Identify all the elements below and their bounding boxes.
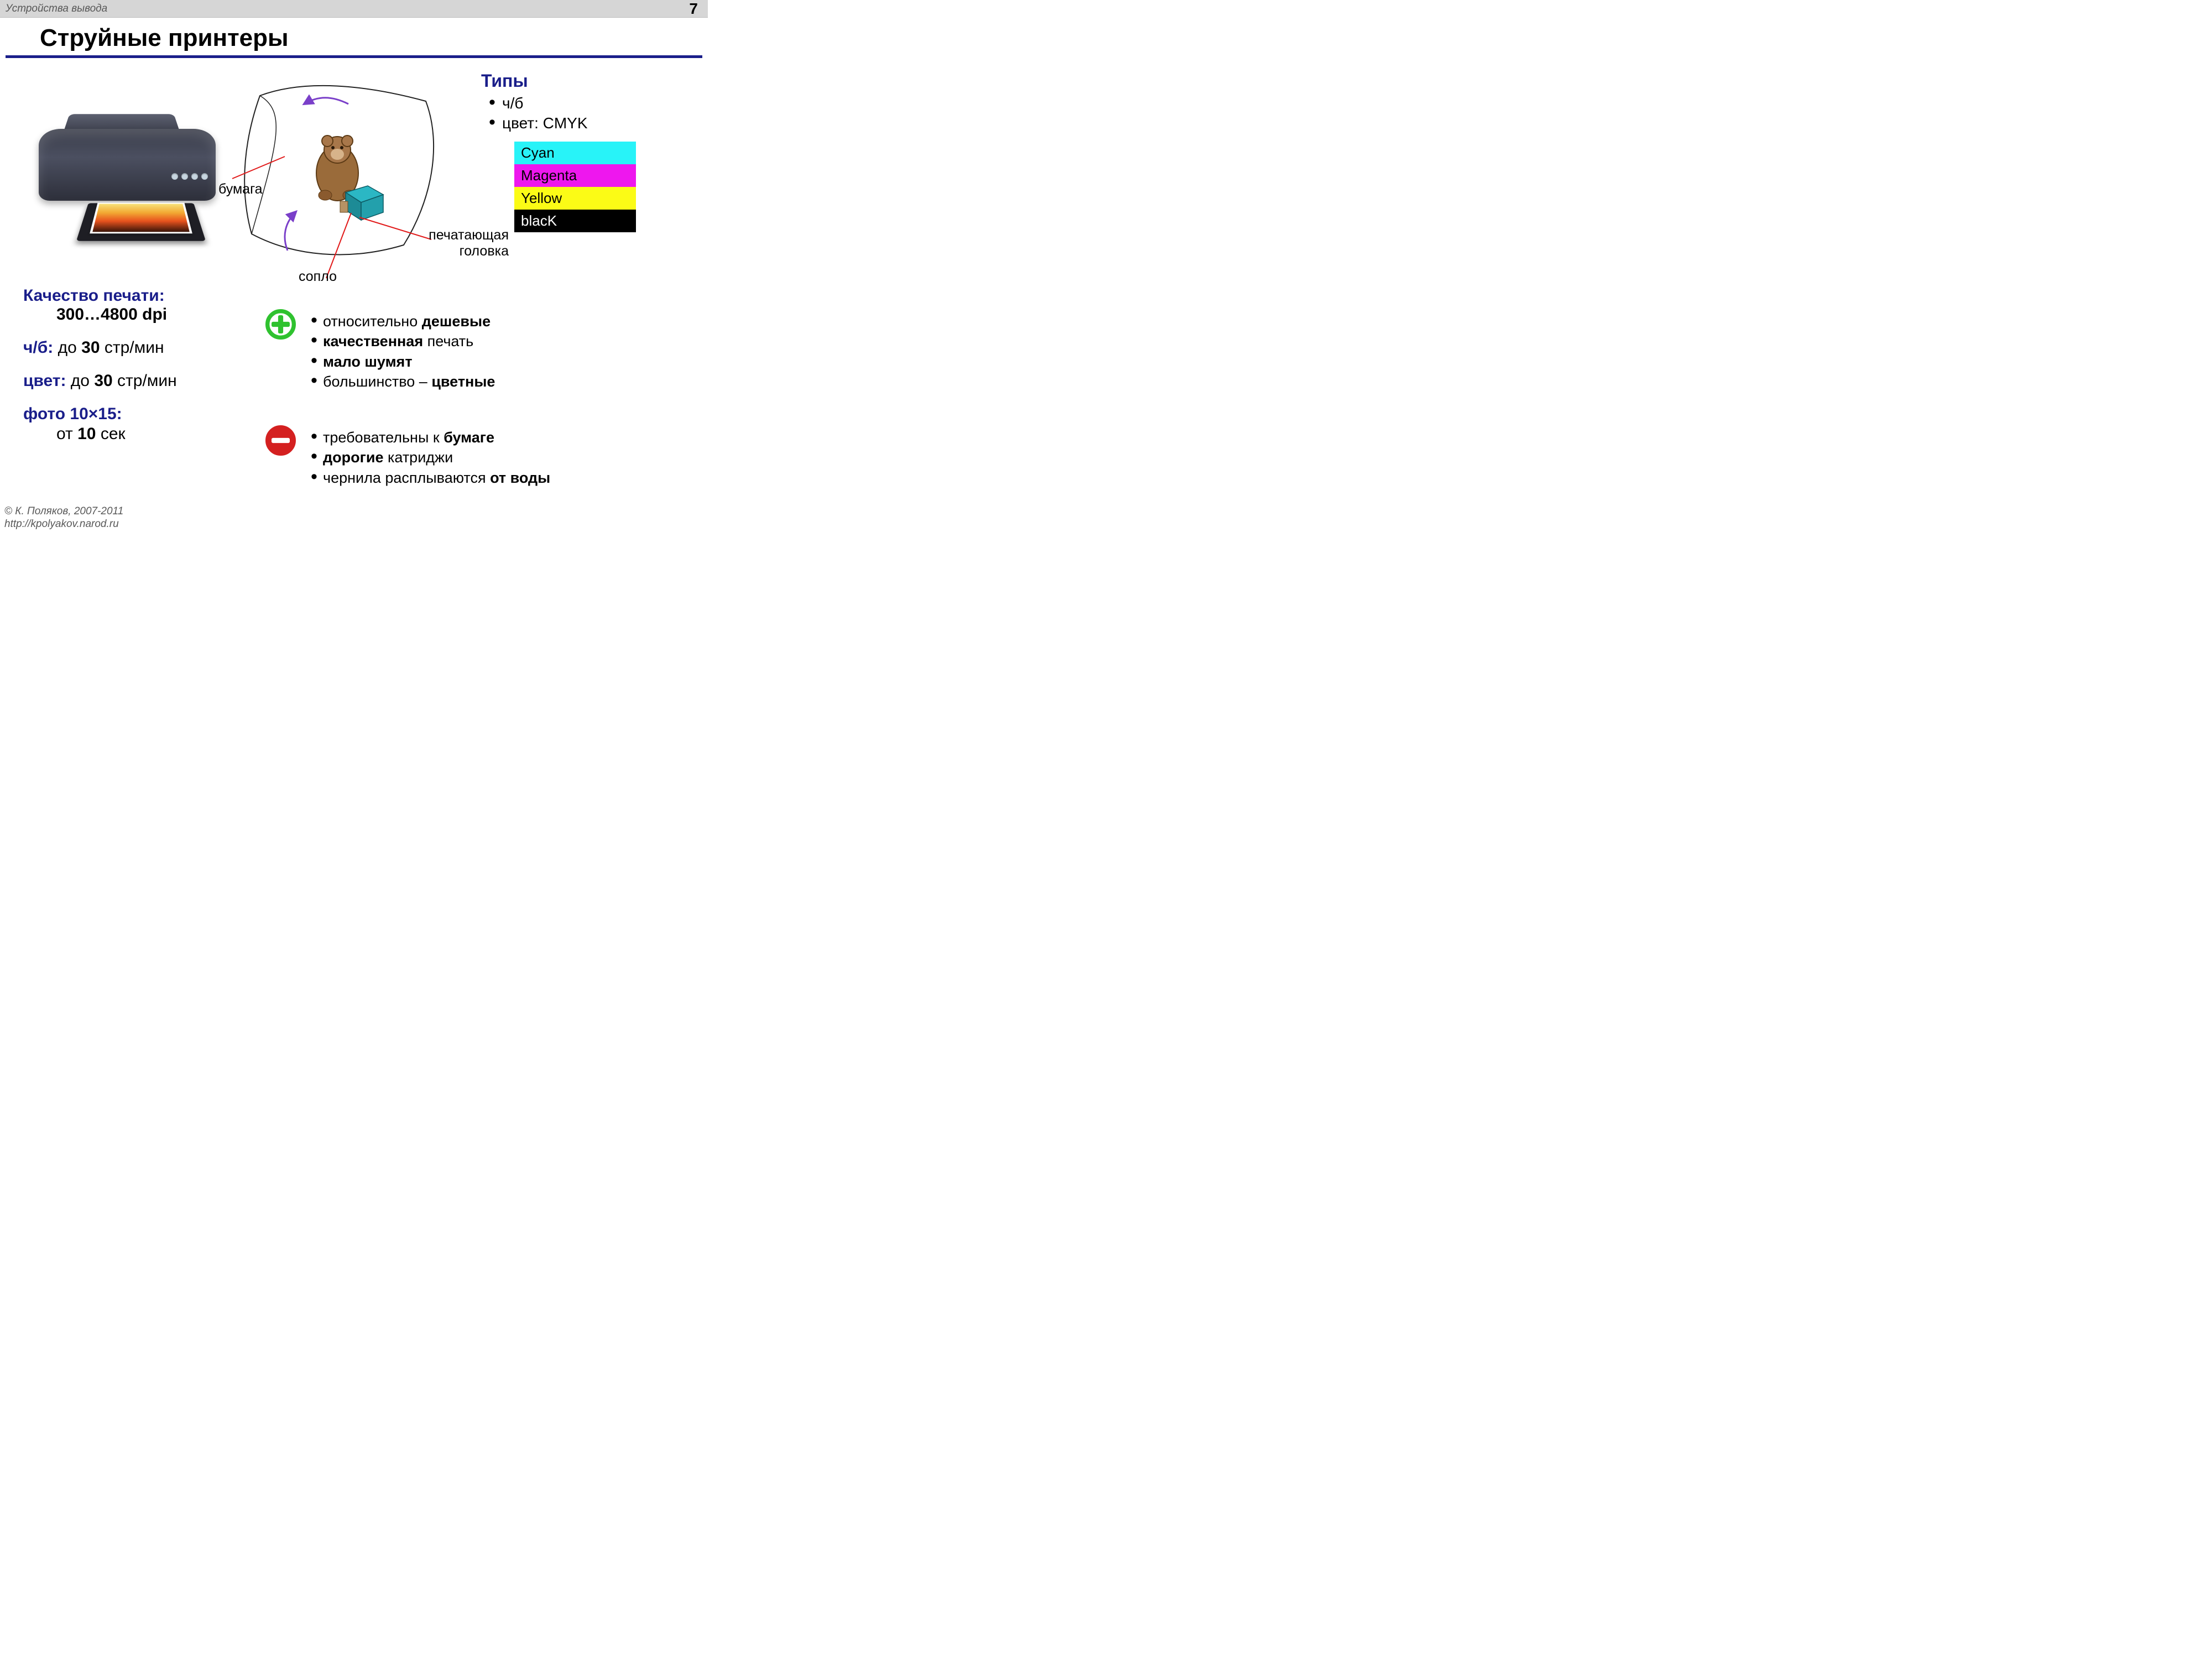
list-item: требовательны к бумаге [314,427,625,447]
cmyk-magenta: Magenta [514,164,636,187]
cmyk-cyan: Cyan [514,142,636,164]
list-item: дорогие катриджи [314,447,625,467]
list-item: мало шумят [314,352,625,372]
types-item: цвет: CMYK [492,113,691,133]
paper-label: бумага [218,181,263,197]
cons-block: требовательны к бумагедорогие катриджиче… [265,427,625,488]
types-item: ч/б [492,93,691,113]
specs-block: Качество печати: 300…4800 dpi ч/б: до 30… [23,286,255,444]
cmyk-black: blacK [514,210,636,232]
pros-block: относительно дешевыекачественная печатьм… [265,311,625,392]
minus-icon [265,425,296,456]
copyright: © К. Поляков, 2007-2011 [4,505,123,518]
plus-icon [265,309,296,340]
spec-bw: ч/б: до 30 стр/мин [23,338,255,357]
list-item: чернила расплываются от воды [314,468,625,488]
list-item: относительно дешевые [314,311,625,331]
cmyk-stack: Cyan Magenta Yellow blacK [514,142,636,232]
cmyk-yellow: Yellow [514,187,636,210]
footer-url: http://kpolyakov.narod.ru [4,518,123,531]
slide-footer: © К. Поляков, 2007-2011 http://kpolyakov… [4,505,123,531]
types-block: Типы ч/б цвет: CMYK Cyan Magenta Yellow … [481,71,691,232]
spec-quality-value: 300…4800 dpi [56,305,255,324]
page-title: Струйные принтеры [40,24,702,52]
spec-photo-value: от 10 сек [56,425,255,444]
spec-photo: фото 10×15: [23,405,255,424]
spec-color: цвет: до 30 стр/мин [23,372,255,390]
printer-illustration [33,68,232,256]
title-bar: Струйные принтеры [6,18,702,58]
types-heading: Типы [481,71,691,91]
breadcrumb: Устройства вывода [6,3,107,15]
list-item: качественная печать [314,331,625,351]
spec-quality-label: Качество печати: [23,286,255,305]
list-item: большинство – цветные [314,372,625,392]
nozzle-label: сопло [299,269,337,285]
page-number: 7 [689,0,698,18]
slide-header: Устройства вывода 7 [0,0,708,18]
printhead-diagram: бумага печатающая головка сопло [221,74,459,284]
